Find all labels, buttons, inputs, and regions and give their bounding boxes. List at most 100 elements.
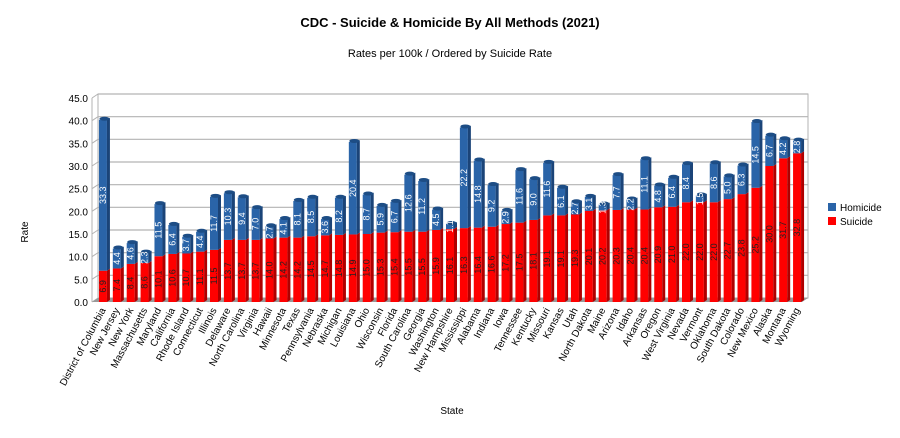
gridline-side: [91, 116, 99, 122]
data-label-homicide: 9.4: [237, 212, 247, 225]
bar-homicide: [557, 185, 569, 216]
bar-homicide-front: [640, 159, 649, 210]
bar-homicide: [793, 138, 805, 154]
bar-suicide-side: [162, 254, 166, 302]
bar-homicide-side: [412, 172, 416, 232]
bar-suicide-front: [723, 199, 732, 302]
bar-suicide: [237, 237, 249, 302]
bar-suicide-front: [140, 263, 149, 302]
bar-homicide: [459, 125, 471, 229]
bar-homicide-front: [126, 243, 135, 264]
bar-homicide-front: [557, 187, 566, 216]
data-label-homicide: 2.7: [570, 202, 580, 215]
data-label-homicide: 6.1: [556, 195, 566, 208]
bar-suicide-front: [404, 231, 413, 302]
bar-top: [196, 228, 207, 233]
bar-top: [141, 249, 152, 254]
y-tick-label: 10.0: [69, 253, 89, 264]
bar-suicide-side: [676, 204, 680, 302]
bar-homicide: [543, 160, 555, 216]
x-axis-label: State: [440, 406, 464, 417]
bar-homicide: [279, 217, 291, 238]
bar-suicide-side: [273, 236, 277, 302]
bar-homicide-side: [440, 207, 444, 230]
bar-homicide-side: [565, 185, 569, 216]
data-label-homicide: 14.5: [750, 146, 760, 164]
bar-suicide-side: [606, 208, 610, 302]
bar-homicide-side: [787, 137, 791, 159]
data-label-suicide: 22.0: [709, 243, 719, 261]
bar-suicide-side: [634, 207, 638, 302]
data-label-suicide: 15.4: [389, 258, 399, 276]
bar-top: [779, 136, 790, 141]
bar-homicide-side: [273, 224, 277, 239]
bar-suicide: [793, 151, 805, 302]
bar-homicide-side: [592, 194, 596, 211]
bar-suicide-side: [592, 208, 596, 302]
bar-suicide-front: [376, 232, 385, 302]
data-label-homicide: 7.0: [251, 218, 261, 231]
bar-suicide-side: [523, 220, 527, 302]
bar-homicide: [765, 133, 777, 166]
bar-homicide: [98, 117, 110, 271]
bar-top: [182, 233, 193, 238]
data-label-homicide: 8.6: [709, 177, 719, 190]
bar-homicide-side: [523, 168, 527, 223]
bar-homicide: [390, 199, 402, 233]
data-label-homicide: 9.2: [487, 200, 497, 213]
bar-homicide: [307, 195, 319, 237]
legend-label-homicide: Homicide: [840, 203, 882, 214]
bar-top: [154, 201, 165, 206]
bar-suicide: [362, 232, 374, 302]
bar-suicide-side: [551, 213, 555, 302]
bar-homicide-front: [348, 141, 357, 235]
bar-homicide-front: [446, 224, 454, 230]
y-tick-label: 30.0: [69, 162, 89, 173]
bar-suicide: [446, 227, 457, 302]
bar-suicide-side: [370, 232, 374, 302]
data-label-homicide: 4.5: [431, 213, 441, 226]
bar-suicide-side: [509, 222, 513, 302]
data-label-homicide: 8.1: [292, 213, 302, 226]
data-label-suicide: 14.2: [278, 261, 288, 279]
data-label-suicide: 20.4: [625, 247, 635, 265]
bar-top: [168, 221, 179, 226]
bar-homicide-front: [362, 194, 371, 234]
bar-suicide: [751, 185, 763, 302]
bar-suicide: [640, 207, 652, 302]
y-tick-label: 20.0: [69, 207, 89, 218]
data-label-homicide: 2.9: [501, 211, 511, 224]
bar-homicide-front: [501, 210, 510, 225]
bar-suicide-side: [342, 232, 346, 302]
bar-suicide-side: [426, 229, 430, 302]
bar-homicide-side: [106, 117, 110, 271]
bar-homicide-front: [695, 195, 704, 203]
y-tick-label: 0.0: [74, 298, 88, 309]
bar-homicide-front: [473, 160, 482, 228]
bar-suicide-side: [259, 237, 263, 302]
bar-homicide: [182, 234, 194, 254]
bar-homicide: [515, 168, 527, 223]
y-tick-label: 25.0: [69, 185, 89, 196]
data-label-suicide: 20.3: [612, 247, 622, 265]
bar-suicide-side: [245, 237, 249, 302]
bar-suicide-front: [334, 234, 343, 302]
bar-suicide: [473, 225, 485, 302]
bar-top: [488, 182, 499, 187]
chart-title: CDC - Suicide & Homicide By All Methods …: [300, 15, 599, 30]
bar-homicide: [626, 197, 638, 210]
bar-suicide-side: [398, 230, 402, 302]
bar-suicide: [210, 247, 221, 302]
data-label-homicide: 6.7: [764, 145, 774, 158]
data-label-homicide: 1.1: [445, 220, 455, 233]
bar-top: [238, 194, 249, 199]
bar-top: [529, 176, 540, 181]
bar-top: [210, 193, 221, 198]
data-label-homicide: 22.2: [459, 169, 469, 187]
bar-homicide: [334, 195, 346, 235]
bar-suicide: [196, 249, 208, 302]
data-label-suicide: 13.7: [237, 262, 247, 280]
bar-suicide: [154, 254, 166, 302]
bar-suicide-side: [731, 197, 735, 302]
